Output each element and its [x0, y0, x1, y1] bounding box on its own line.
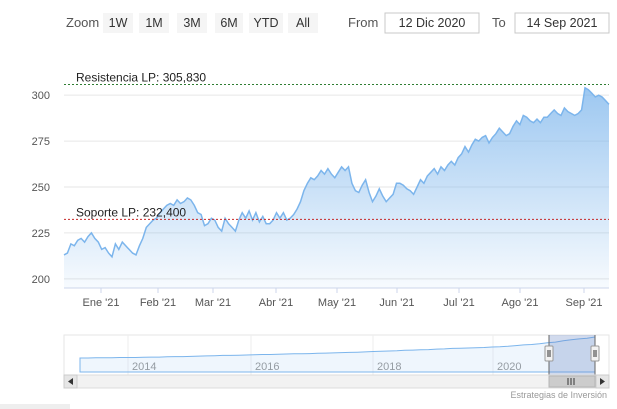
y-tick-label: 200	[32, 274, 50, 286]
x-tick-label: May '21	[318, 297, 356, 309]
navigator: 2014 2016 2018 2020	[63, 334, 610, 376]
navigator-right-handle[interactable]	[590, 345, 600, 362]
x-tick-label: Mar '21	[195, 297, 231, 309]
zoom-button-label: 1M	[145, 16, 162, 30]
x-tick-label: Feb '21	[140, 297, 176, 309]
zoom-button-label: YTD	[254, 16, 279, 30]
navigator-year-label: 2018	[377, 361, 401, 373]
x-tick-label: Ene '21	[83, 297, 120, 309]
navigator-left-handle[interactable]	[544, 345, 554, 362]
scroll-left-button[interactable]	[63, 374, 78, 389]
navigator-selection[interactable]	[549, 335, 595, 375]
zoom-button-3m[interactable]: 3M	[177, 13, 207, 33]
arrow-left-icon	[68, 378, 73, 385]
y-tick-label: 300	[32, 90, 50, 102]
y-axis: 200 225 250 275 300	[32, 90, 50, 286]
navigator-frame	[63, 334, 610, 376]
x-tick-label: Ago '21	[502, 297, 539, 309]
zoom-button-label: 3M	[183, 16, 200, 30]
x-tick-label: Jul '21	[443, 297, 474, 309]
y-tick-label: 275	[32, 136, 50, 148]
y-tick-label: 225	[32, 228, 50, 240]
zoom-button-1m[interactable]: 1M	[139, 13, 169, 33]
page-edge-strip	[0, 404, 70, 409]
zoom-button-1w[interactable]: 1W	[103, 13, 133, 33]
credits-link[interactable]: Estrategias de Inversión	[510, 390, 607, 400]
y-tick-label: 250	[32, 182, 50, 194]
navigator-year-label: 2020	[497, 361, 521, 373]
arrow-right-icon	[600, 378, 605, 385]
zoom-button-ytd[interactable]: YTD	[249, 13, 283, 33]
zoom-button-label: 6M	[220, 16, 237, 30]
zoom-button-label: 1W	[109, 16, 128, 30]
to-date-input[interactable]: 14 Sep 2021	[514, 12, 610, 34]
x-tick-label: Sep '21	[566, 297, 603, 309]
scrollbar[interactable]	[63, 374, 610, 389]
zoom-button-6m[interactable]: 6M	[215, 13, 243, 33]
scrollbar-thumb[interactable]	[548, 375, 596, 388]
price-line	[63, 86, 610, 259]
annotations: Resistencia LP: 305,830 Soporte LP: 232,4…	[64, 70, 609, 220]
zoom-button-label: All	[296, 16, 310, 30]
zoom-label: Zoom	[66, 15, 99, 30]
to-date-value: 14 Sep 2021	[527, 16, 598, 30]
from-label: From	[348, 15, 378, 30]
navigator-series	[79, 336, 596, 373]
support-label: Soporte LP: 232,400	[76, 205, 186, 219]
x-axis: Ene '21 Feb '21 Mar '21 Abr '21 May '21 Jun '…	[83, 288, 603, 309]
to-label: To	[492, 15, 506, 30]
from-date-input[interactable]: 12 Dic 2020	[384, 12, 480, 34]
x-tick-label: Jun '21	[379, 297, 414, 309]
scrollbar-track[interactable]	[63, 374, 610, 389]
navigator-year-label: 2014	[132, 361, 156, 373]
x-tick-label: Abr '21	[259, 297, 294, 309]
scroll-right-button[interactable]	[595, 374, 610, 389]
navigator-year-label: 2016	[255, 361, 279, 373]
range-selector: Zoom 1W 1M 3M 6M YTD All From 12 Dic 2020 To …	[66, 12, 610, 34]
price-area	[64, 87, 609, 288]
from-date-value: 12 Dic 2020	[399, 16, 466, 30]
zoom-button-all[interactable]: All	[288, 13, 318, 33]
resistance-label: Resistencia LP: 305,830	[76, 70, 206, 84]
